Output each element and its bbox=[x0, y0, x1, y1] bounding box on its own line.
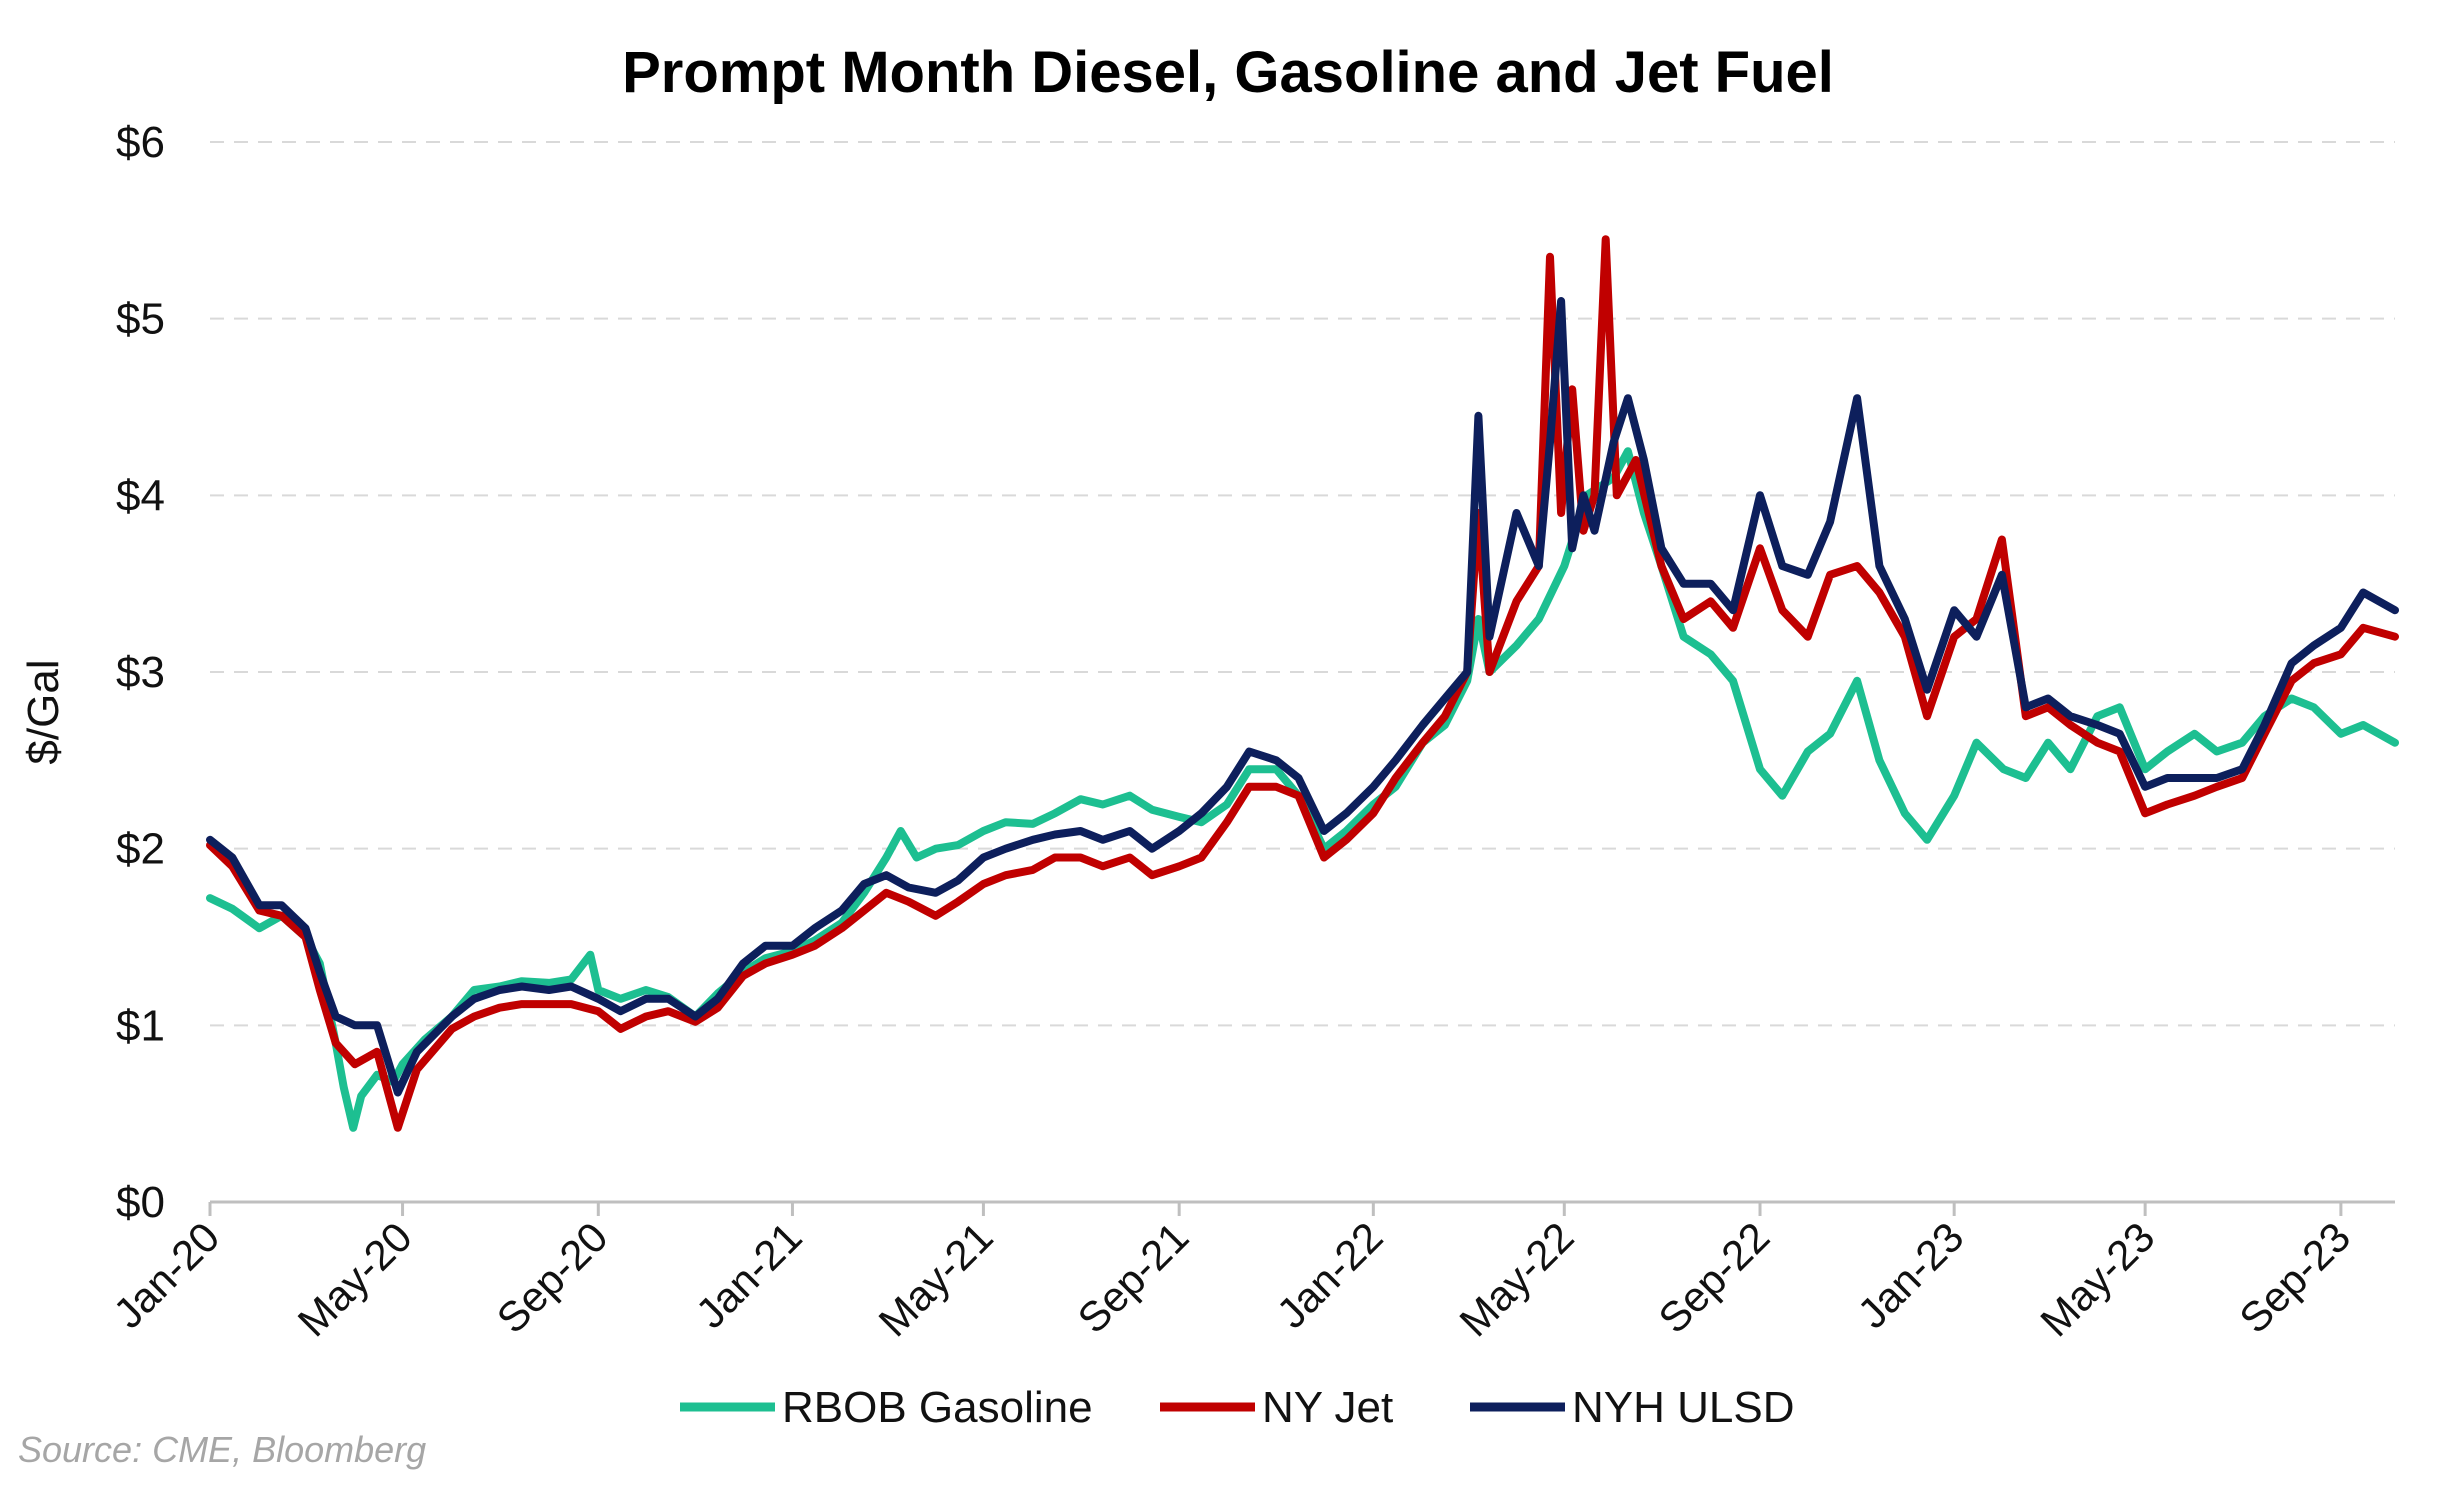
x-tick-labels: Jan-20 May-20 Sep-20 Jan-21 May-21 Sep-21 Jan-… bbox=[104, 1202, 2359, 1345]
x-tick-label: Sep-23 bbox=[2230, 1213, 2359, 1342]
series-line-rbob-gasoline bbox=[206, 447, 2399, 1132]
y-tick-label: $1 bbox=[116, 1001, 165, 1050]
series-line-nyh-ulsd bbox=[206, 297, 2399, 1097]
legend-label-nyh-ulsd: NYH ULSD bbox=[1572, 1383, 1795, 1432]
x-tick-label: Jan-22 bbox=[1268, 1213, 1392, 1337]
legend-label-rbob-gasoline: RBOB Gasoline bbox=[782, 1383, 1093, 1432]
series-lines bbox=[206, 235, 2399, 1132]
y-tick-label: $0 bbox=[116, 1178, 165, 1227]
x-tick-label: Sep-22 bbox=[1649, 1213, 1778, 1342]
y-tick-label: $4 bbox=[116, 471, 165, 520]
y-tick-label: $6 bbox=[116, 118, 165, 167]
y-tick-label: $2 bbox=[116, 825, 165, 874]
source-note: Source: CME, Bloomberg bbox=[18, 1429, 426, 1470]
x-tick-label: May-20 bbox=[289, 1213, 421, 1345]
gridlines bbox=[210, 141, 2395, 1027]
x-tick-label: Sep-20 bbox=[488, 1213, 617, 1342]
x-tick-label: May-22 bbox=[1450, 1213, 1582, 1345]
legend-label-ny-jet: NY Jet bbox=[1262, 1383, 1393, 1432]
y-tick-label: $5 bbox=[116, 295, 165, 344]
series-line-ny-jet bbox=[206, 235, 2399, 1132]
y-axis-label: $/Gal bbox=[19, 659, 68, 764]
x-tick-label: Jan-21 bbox=[687, 1213, 811, 1337]
x-tick-label: Jan-23 bbox=[1849, 1213, 1973, 1337]
y-tick-labels: $0 $1 $2 $3 $4 $5 $6 bbox=[116, 118, 165, 1227]
chart-title: Prompt Month Diesel, Gasoline and Jet Fu… bbox=[622, 40, 1834, 105]
legend: RBOB Gasoline NY Jet NYH ULSD bbox=[680, 1383, 1795, 1432]
x-tick-label: May-21 bbox=[870, 1213, 1002, 1345]
y-tick-label: $3 bbox=[116, 648, 165, 697]
x-tick-label: Jan-20 bbox=[104, 1213, 228, 1337]
x-tick-label: May-23 bbox=[2031, 1213, 2163, 1345]
x-tick-label: Sep-21 bbox=[1069, 1213, 1198, 1342]
